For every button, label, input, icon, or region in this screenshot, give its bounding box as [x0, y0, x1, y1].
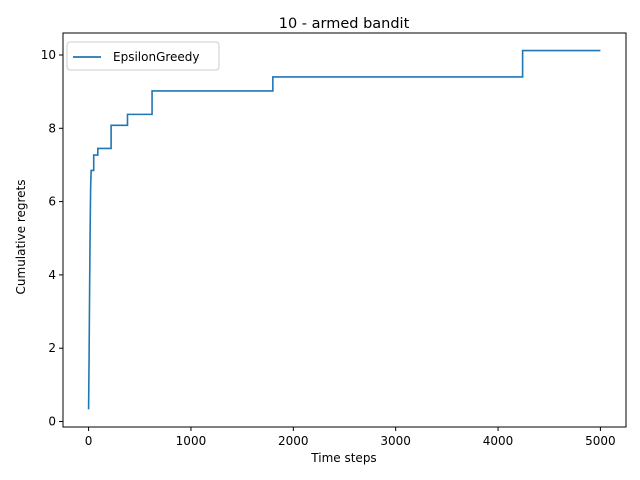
legend-label: EpsilonGreedy — [113, 50, 200, 64]
legend-box — [66, 41, 220, 71]
y-tick-label: 6 — [48, 195, 56, 209]
y-axis-label: Cumulative regrets — [14, 180, 28, 295]
chart-title: 10 - armed bandit — [279, 16, 410, 32]
series-line-epsilongreedy — [87, 49, 601, 410]
legend: EpsilonGreedy — [66, 41, 220, 71]
y-tick-label: 2 — [48, 341, 56, 355]
x-tick-label: 5000 — [585, 434, 616, 448]
x-tick-label: 1000 — [176, 434, 207, 448]
x-tick-label: 3000 — [380, 434, 411, 448]
plot-area: 0 1000 2000 3000 4000 5000 0 2 4 6 8 10 — [41, 32, 627, 448]
x-tick-label: 2000 — [278, 434, 309, 448]
axes-frame — [62, 32, 627, 428]
y-tick-label: 4 — [48, 268, 56, 282]
y-tick-label: 0 — [48, 415, 56, 429]
x-tick-label: 4000 — [483, 434, 514, 448]
x-axis-label: Time steps — [310, 451, 376, 465]
y-tick-label: 8 — [48, 121, 56, 135]
x-tick-label: 0 — [85, 434, 93, 448]
y-tick-label: 10 — [41, 48, 56, 62]
